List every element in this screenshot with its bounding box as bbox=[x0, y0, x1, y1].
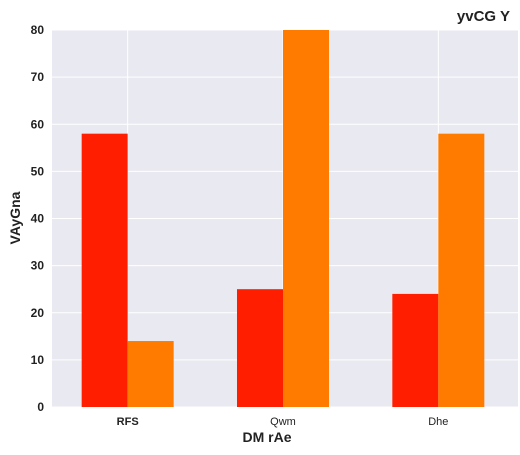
bar-Qwm-series-1 bbox=[237, 289, 283, 407]
bar-RFS-series-1 bbox=[81, 133, 128, 408]
x-tick-label: RFS bbox=[117, 416, 139, 428]
y-tick-label: 20 bbox=[31, 306, 45, 320]
y-tick-label: 30 bbox=[31, 259, 45, 273]
x-tick-label: Qwm bbox=[270, 416, 296, 428]
y-tick-labels: 0 10 20 30 40 50 60 70 80 bbox=[31, 23, 45, 414]
y-tick-label: 70 bbox=[31, 70, 45, 84]
y-tick-label: 50 bbox=[31, 164, 45, 178]
y-axis-title: VAyGna bbox=[7, 191, 23, 244]
bar-Dhe-series-1 bbox=[392, 293, 439, 407]
x-axis-title: DM rAe bbox=[242, 429, 291, 445]
bar-Qwm-series-2 bbox=[283, 30, 329, 407]
bars bbox=[81, 30, 485, 408]
bar-Dhe-series-2 bbox=[438, 133, 485, 408]
y-tick-label: 10 bbox=[31, 353, 45, 367]
x-tick-labels: RFS Qwm Dhe bbox=[117, 416, 449, 428]
x-tick-label: Dhe bbox=[428, 416, 448, 428]
bar-RFS-series-2 bbox=[127, 341, 174, 407]
chart-title: yvCG Y bbox=[457, 8, 510, 25]
y-tick-label: 60 bbox=[31, 117, 45, 131]
y-tick-label: 40 bbox=[31, 212, 45, 226]
y-tick-label: 0 bbox=[37, 400, 44, 414]
y-tick-label: 80 bbox=[31, 23, 45, 37]
